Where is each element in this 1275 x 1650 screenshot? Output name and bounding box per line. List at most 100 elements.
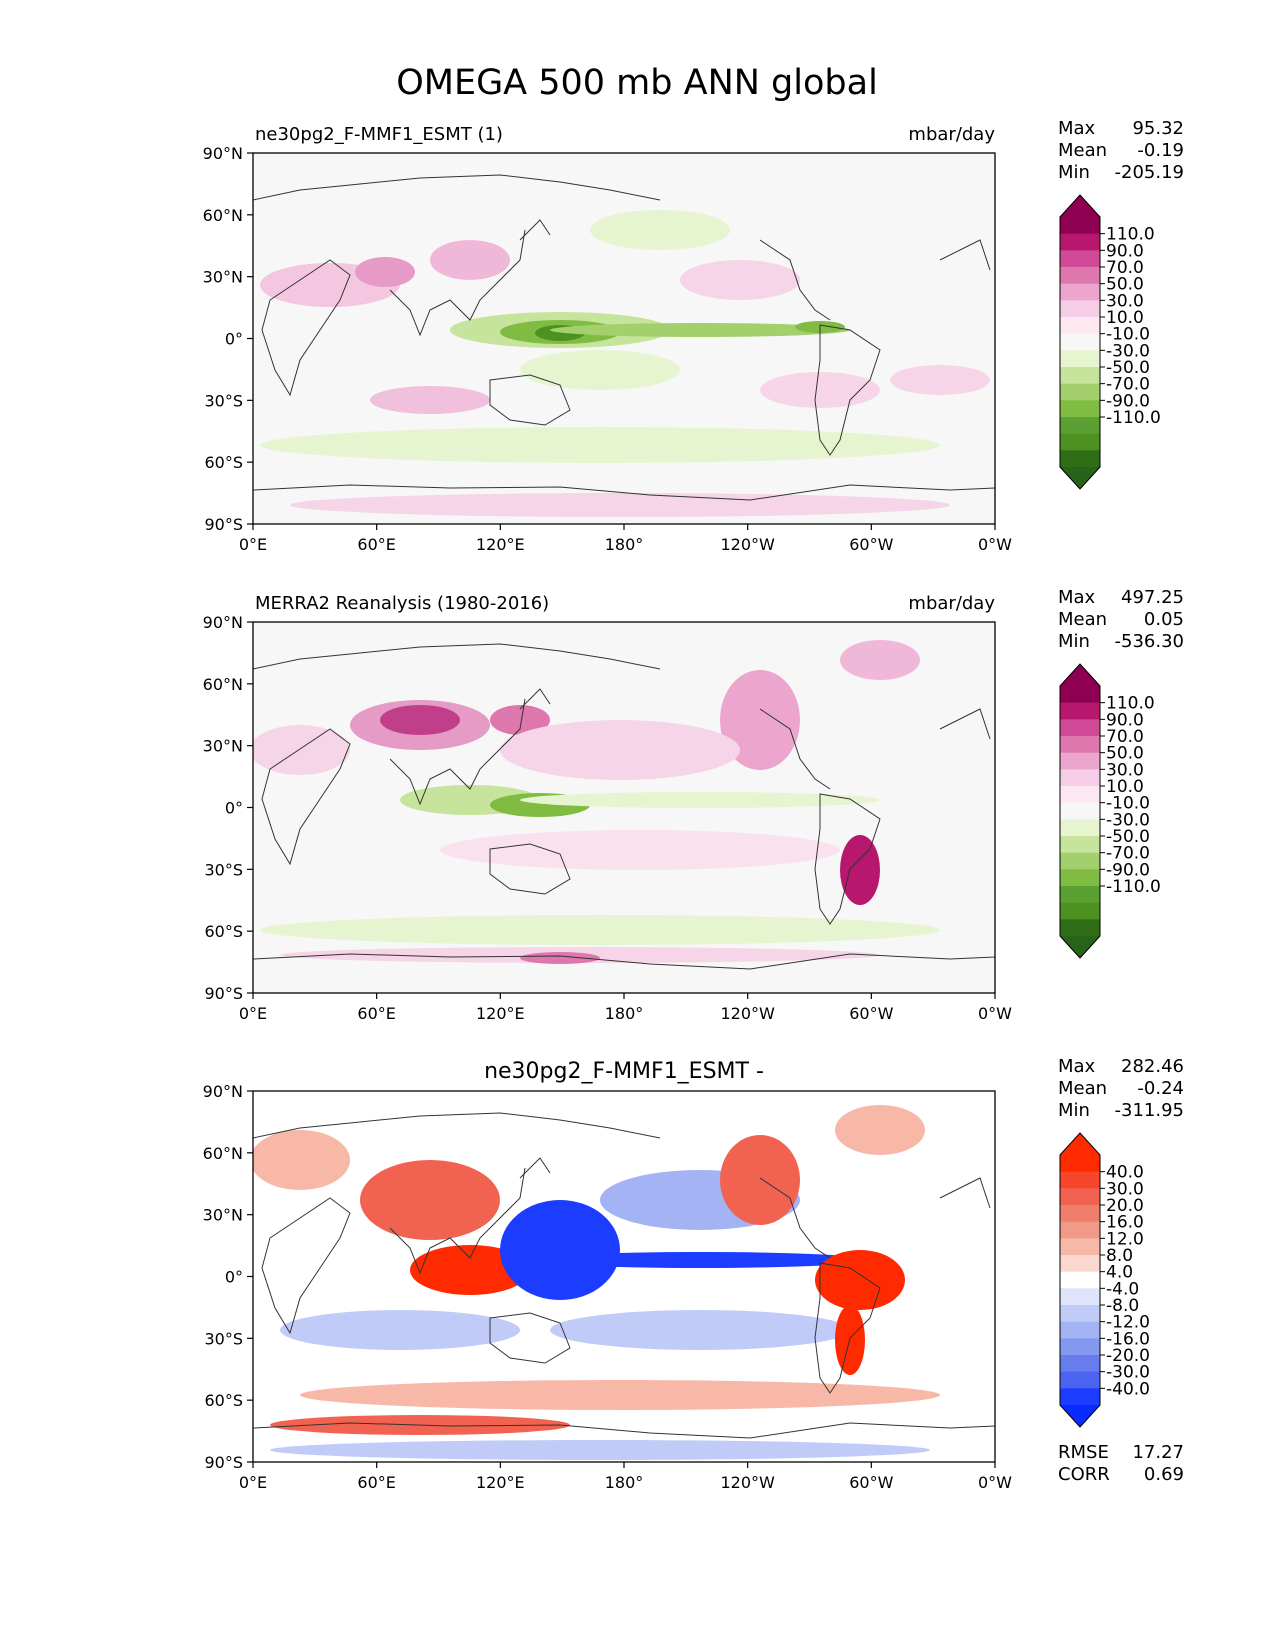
colorbar-extend-bottom	[1060, 936, 1100, 958]
stats-block: Max 95.32 Mean -0.19 Min -205.19	[1058, 118, 1184, 183]
colorbar-band	[1060, 417, 1100, 435]
colorbar-band	[1060, 736, 1100, 754]
stat-value: 497.25	[1121, 587, 1184, 608]
colorbar-label: -16.0	[1106, 1329, 1150, 1349]
lat-tick-label: 30°N	[203, 1206, 243, 1225]
rmse-value: 17.27	[1132, 1442, 1184, 1463]
colorbar-label: 40.0	[1106, 1163, 1144, 1183]
lat-tick-label: 90°N	[203, 144, 243, 163]
lat-tick-label: 60°S	[204, 922, 243, 941]
lon-tick-label: 60°W	[849, 1004, 893, 1023]
colorbar-label: 90.0	[1106, 241, 1144, 261]
colorbar-band	[1060, 233, 1100, 251]
lon-tick-label: 60°E	[357, 1004, 395, 1023]
colorbar-label: 12.0	[1106, 1229, 1144, 1249]
colorbar-band	[1060, 1388, 1100, 1406]
lat-tick-label: 0°	[225, 330, 243, 349]
stat-label: Max	[1058, 1056, 1096, 1077]
colorbar-label: 70.0	[1106, 258, 1144, 278]
colorbar-band	[1060, 283, 1100, 301]
lat-axis: 90°N 60°N 30°N 0° 30°S 60°S 90°S	[203, 613, 253, 1003]
colorbar-band	[1060, 1205, 1100, 1223]
lon-tick-label: 180°	[605, 1473, 644, 1492]
colorbar-label: 10.0	[1106, 777, 1144, 797]
colorbar-label: -10.0	[1106, 325, 1150, 345]
colorbar-label: -110.0	[1106, 877, 1161, 897]
stat-value: 0.05	[1144, 609, 1184, 630]
colorbar-band	[1060, 1171, 1100, 1189]
stat-value: -0.19	[1137, 140, 1184, 161]
stat-label: Min	[1058, 631, 1090, 652]
lat-tick-label: 90°S	[204, 515, 243, 534]
colorbar-outline	[1059, 194, 1101, 490]
colorbar-band	[1060, 886, 1100, 904]
colorbar-label: 90.0	[1106, 710, 1144, 730]
lon-tick-label: 60°E	[357, 535, 395, 554]
colorbar-band	[1060, 217, 1100, 235]
lat-tick-label: 60°N	[203, 206, 243, 225]
lat-tick-label: 30°S	[204, 1329, 243, 1348]
coastlines-test	[253, 174, 995, 501]
stat-label: Min	[1058, 1100, 1090, 1121]
colorbar-label: -110.0	[1106, 408, 1161, 428]
colorbar-band	[1060, 333, 1100, 351]
lon-tick-label: 60°E	[357, 1473, 395, 1492]
lon-tick-label: 120°W	[720, 1004, 775, 1023]
lat-tick-label: 30°N	[203, 737, 243, 756]
colorbar-band	[1060, 1338, 1100, 1356]
panel-units: mbar/day	[908, 124, 995, 145]
colorbar-label: -20.0	[1106, 1346, 1150, 1366]
colorbar-label: 30.0	[1106, 1179, 1144, 1199]
colorbar-band	[1060, 300, 1100, 318]
lat-axis: 90°N 60°N 30°N 0° 30°S 60°S 90°S	[203, 144, 253, 534]
panel-test: 90°N 60°N 30°N 0° 30°S 60°S 90°S 0°E 60°E 120°E 1…	[203, 118, 1184, 554]
colorbar-outline	[1059, 1132, 1101, 1428]
colorbar-band	[1060, 686, 1100, 704]
colorbar-band	[1060, 1238, 1100, 1256]
panel-title-left: ne30pg2_F-MMF1_ESMT (1)	[255, 124, 503, 145]
colorbar-label: -30.0	[1106, 341, 1150, 361]
coastlines-difference	[253, 1112, 995, 1439]
lat-axis: 90°N 60°N 30°N 0° 30°S 60°S 90°S	[203, 1082, 253, 1472]
lon-tick-label: 180°	[605, 535, 644, 554]
lon-axis: 0°E 60°E 120°E 180° 120°W 60°W 0°W	[239, 993, 1012, 1023]
stats-block: Max 497.25 Mean 0.05 Min -536.30	[1058, 587, 1184, 652]
colorbar-label: 50.0	[1106, 275, 1144, 295]
colorbar-band	[1060, 852, 1100, 870]
colorbar-extend-top	[1060, 195, 1100, 217]
colorbar-band	[1060, 317, 1100, 335]
colorbar-band	[1060, 367, 1100, 385]
colorbar-band	[1060, 450, 1100, 468]
panel-title-center: ne30pg2_F-MMF1_ESMT -	[484, 1059, 764, 1084]
colorbar-band	[1060, 1155, 1100, 1173]
colorbar-band	[1060, 433, 1100, 451]
lon-tick-label: 120°W	[720, 1473, 775, 1492]
lat-tick-label: 60°N	[203, 675, 243, 694]
stats-block: Max 282.46 Mean -0.24 Min -311.95	[1058, 1056, 1184, 1121]
colorbar-label: -50.0	[1106, 827, 1150, 847]
colorbar-band	[1060, 1371, 1100, 1389]
colorbar-band	[1060, 1321, 1100, 1339]
colorbar-band	[1060, 819, 1100, 837]
stat-value: -311.95	[1115, 1100, 1184, 1121]
figure-title: OMEGA 500 mb ANN global	[396, 63, 878, 103]
omega-field-reference	[253, 640, 940, 964]
lat-tick-label: 30°S	[204, 860, 243, 879]
lon-tick-label: 0°W	[978, 535, 1012, 554]
panel-reference: 90°N 60°N 30°N 0° 30°S 60°S 90°S 0°E 60°E 120°E 1…	[203, 587, 1184, 1023]
lat-tick-label: 60°S	[204, 1391, 243, 1410]
stat-label: Mean	[1058, 1078, 1107, 1099]
lat-tick-label: 60°S	[204, 453, 243, 472]
lat-tick-label: 0°	[225, 1268, 243, 1287]
lon-tick-label: 120°E	[476, 1004, 525, 1023]
stat-label: Mean	[1058, 609, 1107, 630]
colorbar-band	[1060, 1305, 1100, 1323]
colorbar-label: -4.0	[1106, 1279, 1139, 1299]
colorbar-band	[1060, 1255, 1100, 1273]
colorbar-label: -10.0	[1106, 794, 1150, 814]
colorbar-band	[1060, 752, 1100, 770]
stat-value: -0.24	[1137, 1078, 1184, 1099]
lon-tick-label: 0°W	[978, 1473, 1012, 1492]
colorbar-label: -90.0	[1106, 391, 1150, 411]
lon-tick-label: 0°E	[239, 535, 267, 554]
